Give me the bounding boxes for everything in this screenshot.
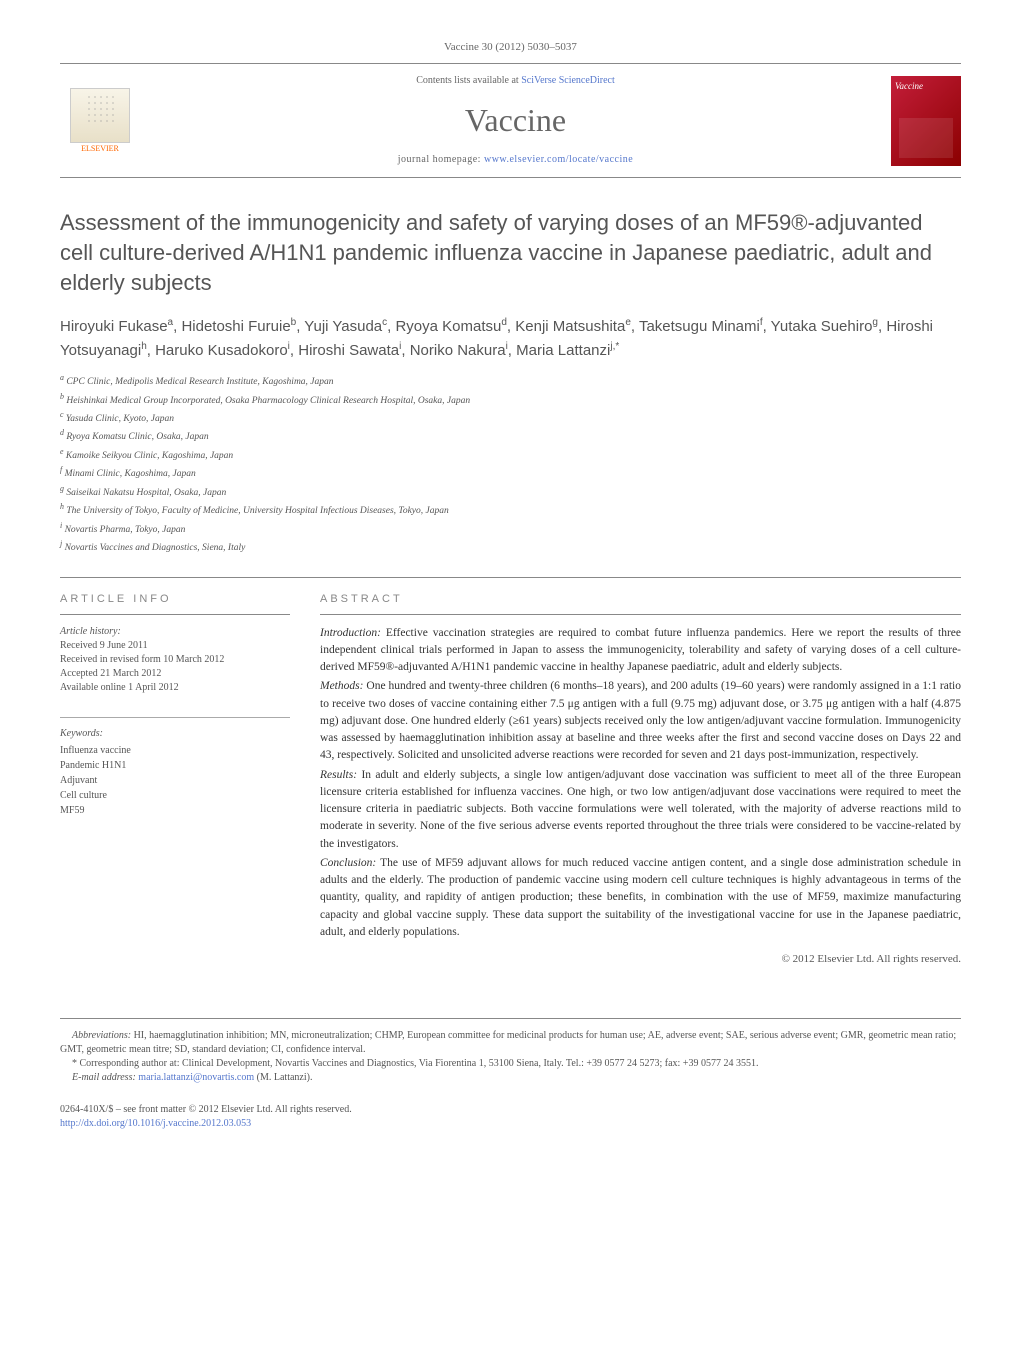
methods-text: One hundred and twenty-three children (6… <box>320 680 961 761</box>
affiliation-item: d Ryoya Komatsu Clinic, Osaka, Japan <box>60 427 961 444</box>
affiliation-item: f Minami Clinic, Kagoshima, Japan <box>60 464 961 481</box>
affiliation-item: b Heishinkai Medical Group Incorporated,… <box>60 391 961 408</box>
two-column-layout: article info Article history: Received 9… <box>60 577 961 967</box>
contents-prefix: Contents lists available at <box>416 75 521 86</box>
article-history: Article history: Received 9 June 2011Rec… <box>60 625 290 695</box>
homepage-prefix: journal homepage: <box>398 154 484 165</box>
bottom-meta: 0264-410X/$ – see front matter © 2012 El… <box>60 1103 961 1131</box>
issn-line: 0264-410X/$ – see front matter © 2012 El… <box>60 1103 961 1117</box>
article-info-heading: article info <box>60 592 290 614</box>
elsevier-tree-icon <box>70 88 130 143</box>
intro-label: Introduction: <box>320 627 381 639</box>
homepage-line: journal homepage: www.elsevier.com/locat… <box>140 153 891 167</box>
keyword-item: MF59 <box>60 803 290 818</box>
publisher-logo: ELSEVIER <box>60 81 140 161</box>
article-info-column: article info Article history: Received 9… <box>60 592 290 967</box>
methods-label: Methods: <box>320 680 363 692</box>
cover-label: Vaccine <box>895 81 923 91</box>
homepage-link[interactable]: www.elsevier.com/locate/vaccine <box>484 154 633 165</box>
journal-reference: Vaccine 30 (2012) 5030–5037 <box>60 40 961 55</box>
affiliation-item: g Saiseikai Nakatsu Hospital, Osaka, Jap… <box>60 483 961 500</box>
sciencedirect-link[interactable]: SciVerse ScienceDirect <box>521 75 615 86</box>
publisher-label: ELSEVIER <box>81 143 119 154</box>
abstract-column: abstract Introduction: Effective vaccina… <box>320 592 961 967</box>
author-list: Hiroyuki Fukasea, Hidetoshi Furuieb, Yuj… <box>60 315 961 362</box>
doi-link[interactable]: http://dx.doi.org/10.1016/j.vaccine.2012… <box>60 1118 251 1129</box>
header-center: Contents lists available at SciVerse Sci… <box>140 74 891 167</box>
history-label: Article history: <box>60 625 290 639</box>
affiliation-item: e Kamoike Seikyou Clinic, Kagoshima, Jap… <box>60 446 961 463</box>
keyword-item: Influenza vaccine <box>60 743 290 758</box>
conclusion-label: Conclusion: <box>320 857 376 869</box>
affiliation-item: c Yasuda Clinic, Kyoto, Japan <box>60 409 961 426</box>
email-label: E-mail address: <box>72 1072 138 1083</box>
footnotes: Abbreviations: HI, haemagglutination inh… <box>60 1018 961 1085</box>
article-title: Assessment of the immunogenicity and saf… <box>60 208 961 297</box>
affiliations: a CPC Clinic, Medipolis Medical Research… <box>60 372 961 555</box>
affiliation-item: j Novartis Vaccines and Diagnostics, Sie… <box>60 538 961 555</box>
affiliation-item: a CPC Clinic, Medipolis Medical Research… <box>60 372 961 389</box>
abstract-text: Introduction: Effective vaccination stra… <box>320 625 961 968</box>
abstract-copyright: © 2012 Elsevier Ltd. All rights reserved… <box>320 951 961 968</box>
email-line: E-mail address: maria.lattanzi@novartis.… <box>60 1071 961 1085</box>
contents-line: Contents lists available at SciVerse Sci… <box>140 74 891 88</box>
intro-text: Effective vaccination strategies are req… <box>320 627 961 674</box>
keywords-block: Keywords: Influenza vaccinePandemic H1N1… <box>60 717 290 818</box>
abbreviations-line: Abbreviations: HI, haemagglutination inh… <box>60 1029 961 1057</box>
email-suffix: (M. Lattanzi). <box>257 1072 313 1083</box>
header-banner: ELSEVIER Contents lists available at Sci… <box>60 63 961 178</box>
results-label: Results: <box>320 769 357 781</box>
conclusion-text: The use of MF59 adjuvant allows for much… <box>320 857 961 938</box>
journal-title: Vaccine <box>140 98 891 143</box>
keywords-label: Keywords: <box>60 726 290 741</box>
keyword-item: Pandemic H1N1 <box>60 758 290 773</box>
affiliation-item: h The University of Tokyo, Faculty of Me… <box>60 501 961 518</box>
abstract-heading: abstract <box>320 592 961 614</box>
history-line: Available online 1 April 2012 <box>60 681 290 695</box>
results-text: In adult and elderly subjects, a single … <box>320 769 961 850</box>
history-line: Received in revised form 10 March 2012 <box>60 653 290 667</box>
affiliation-item: i Novartis Pharma, Tokyo, Japan <box>60 520 961 537</box>
corresponding-author: * Corresponding author at: Clinical Deve… <box>60 1057 961 1071</box>
keyword-item: Adjuvant <box>60 773 290 788</box>
abbrev-label: Abbreviations: <box>72 1030 131 1041</box>
keyword-item: Cell culture <box>60 788 290 803</box>
history-line: Accepted 21 March 2012 <box>60 667 290 681</box>
history-line: Received 9 June 2011 <box>60 639 290 653</box>
email-link[interactable]: maria.lattanzi@novartis.com <box>138 1072 254 1083</box>
journal-cover-thumbnail: Vaccine <box>891 76 961 166</box>
abbrev-text: HI, haemagglutination inhibition; MN, mi… <box>60 1030 956 1055</box>
